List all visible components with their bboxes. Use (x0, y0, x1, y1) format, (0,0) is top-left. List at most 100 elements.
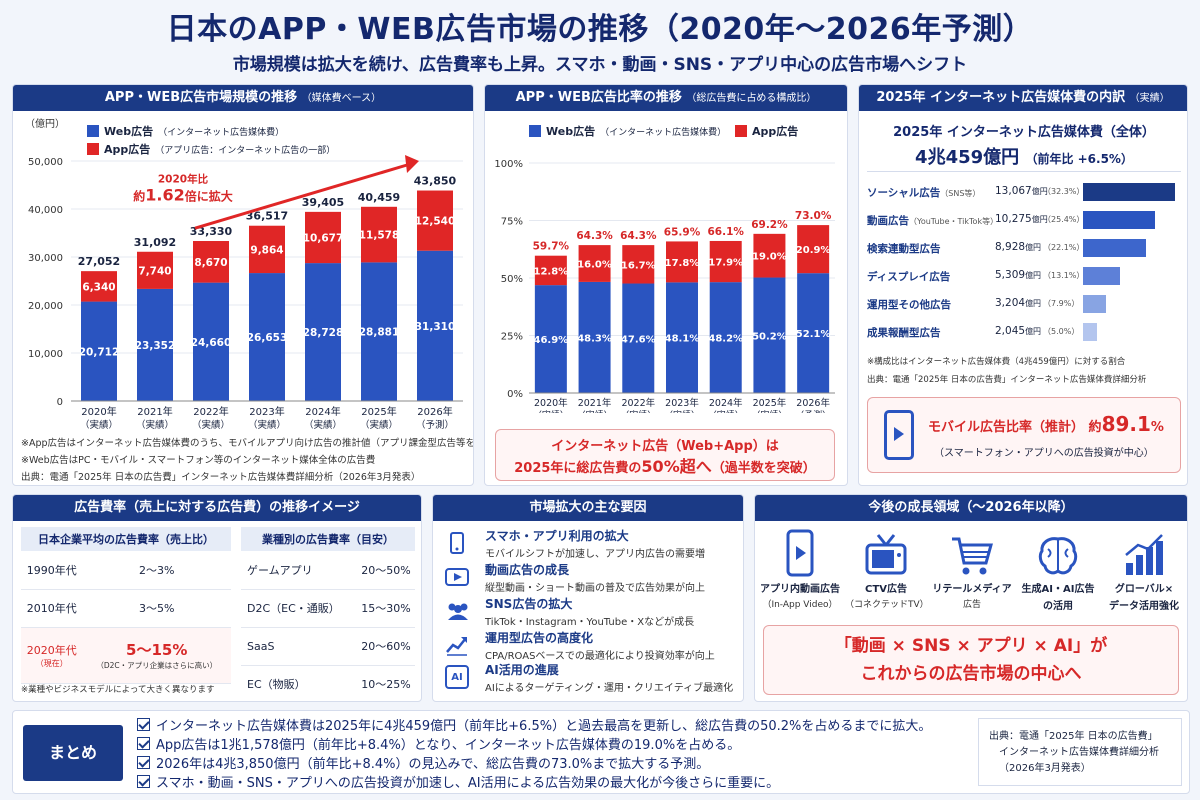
rate-cell: 15〜30% (356, 589, 415, 628)
web-bar (417, 250, 453, 401)
driver-desc: モバイルシフトが加速し、アプリ内広告の需要増 (485, 549, 705, 560)
media-share-bar (1083, 183, 1175, 201)
rate-cell: 20〜60% (356, 627, 415, 666)
web-value-label: 28,881 (359, 327, 400, 339)
app-value-label: 9,864 (250, 244, 283, 256)
driver-desc: CPA/ROASベースでの最適化により投資効率が向上 (485, 651, 715, 662)
x-tick-sublabel: （実績） (620, 409, 656, 413)
driver-title: SNS広告の拡大 (485, 597, 573, 611)
driver-programmatic: 運用型広告の高度化 CPA/ROASベースでの最適化により投資効率が向上 (445, 629, 735, 673)
x-tick-sublabel: （実績） (360, 419, 398, 431)
web-value-label: 20,712 (79, 346, 120, 358)
x-tick-label: 2024年 (305, 405, 340, 418)
web-share-label: 50.2% (752, 331, 787, 342)
web-bar (361, 262, 397, 401)
smartphone-icon (884, 410, 914, 460)
total-share-label: 65.9% (664, 226, 701, 238)
summary-item: App広告は1兆1,578億円（前年比+8.4%）となり、インターネット広告媒体… (137, 734, 740, 753)
app-share-bar (797, 225, 830, 274)
x-tick-sublabel: （実績） (136, 419, 174, 431)
web-share-bar (709, 282, 742, 393)
growth-note-line-1: 2020年比 (158, 173, 209, 186)
era-cell: 1990年代 (21, 551, 83, 590)
total-value-label: 36,517 (246, 210, 288, 223)
app-share-label: 17.8% (665, 258, 700, 269)
x-tick-sublabel: （実績） (708, 409, 744, 413)
web-bar (305, 263, 341, 401)
total-share-label: 64.3% (620, 230, 657, 242)
x-tick-label: 2022年 (193, 405, 228, 418)
media-breakdown-panel: 2025年 インターネット広告媒体費の内訳 （実績） 2025年 インターネット… (858, 84, 1188, 486)
x-tick-sublabel: （実績） (577, 409, 613, 413)
app-value-label: 11,578 (359, 230, 400, 242)
web-share-label: 48.2% (708, 334, 743, 345)
media-row: ソーシャル広告（SNS等） 13,067億円 （32.3%） (867, 181, 1183, 203)
total-share-label: 69.2% (751, 219, 788, 231)
total-label: 2025年 インターネット広告媒体費（全体） (893, 125, 1155, 140)
ad-ratio-panel: 広告費率（売上に対する広告費）の推移イメージ 日本企業平均の広告費率（売上比） … (12, 494, 422, 702)
media-share-bar (1083, 295, 1106, 313)
y-tick-label: 0% (507, 389, 523, 400)
growth-arrow-head (405, 155, 419, 173)
slogan-line-1: 「動画 × SNS × アプリ × AI」が (834, 636, 1108, 656)
slogan-line-2: これからの広告市場の中心へ (860, 664, 1082, 684)
trend-chart-icon (445, 633, 469, 657)
callout-line-2: 2025年に総広告費の50%超へ（過半数を突破） (514, 457, 816, 476)
drivers-header: 市場拡大の主な要因 (433, 495, 743, 521)
driver-smartphone: スマホ・アプリ利用の拡大 モバイルシフトが加速し、アプリ内広告の需要増 (445, 527, 735, 571)
app-share-label: 16.0% (577, 260, 612, 271)
y-tick-label: 10,000 (28, 349, 63, 360)
y-tick-label: 0 (57, 397, 63, 408)
app-share-label: 20.9% (796, 245, 831, 256)
avg-ratio-head: 日本企業平均の広告費率（売上比） (21, 527, 231, 551)
x-tick-label: 2023年 (249, 405, 284, 418)
app-bar (361, 206, 397, 263)
media-row: 検索連動型広告 8,928億円 （22.1%） (867, 237, 1183, 259)
ratio-header: APP・WEB広告比率の推移 （総広告費に占める構成比） (485, 85, 847, 111)
summary-item: 2026年は4兆3,850億円（前年比+8.4%）の見込みで、総広告費の73.0… (137, 753, 709, 772)
web-share-label: 52.1% (796, 329, 831, 340)
future-slogan: 「動画 × SNS × アプリ × AI」が これからの広告市場の中心へ (763, 625, 1179, 695)
y-tick-label: 40,000 (28, 205, 63, 216)
app-share-bar (534, 255, 567, 286)
avg-ratio-table: 日本企業平均の広告費率（売上比） 1990年代 2〜3% 2010年代 3〜5% 2… (21, 527, 231, 684)
current-era-cell: 2020年代 （現在） (21, 627, 83, 684)
app-bar (81, 271, 117, 302)
app-value-label: 8,670 (194, 257, 227, 269)
video-play-icon (445, 565, 469, 589)
media-name: ディスプレイ広告 (867, 271, 951, 283)
media-row: 動画広告（YouTube・TikTok等） 10,275億円 （25.4%） (867, 209, 1183, 231)
web-bar (249, 273, 285, 401)
ad-ratio-header: 広告費率（売上に対する広告費）の推移イメージ (13, 495, 421, 521)
tv-icon (845, 525, 927, 577)
web-share-label: 46.9% (534, 335, 569, 346)
app-share-label: 16.7% (621, 260, 656, 271)
web-share-bar (578, 281, 611, 393)
driver-title: AI活用の進展 (485, 663, 559, 677)
driver-title: スマホ・アプリ利用の拡大 (485, 529, 629, 543)
x-tick-sublabel: （実績） (80, 419, 118, 431)
growth-drivers-panel: 市場拡大の主な要因 スマホ・アプリ利用の拡大 モバイルシフトが加速し、アプリ内広… (432, 494, 744, 702)
app-bar (249, 225, 285, 274)
web-share-bar (797, 273, 830, 393)
industry-cell: ゲームアプリ (241, 551, 357, 590)
app-share-label: 17.9% (708, 258, 743, 269)
total-value-label: 39,405 (302, 196, 344, 209)
media-row: 成果報酬型広告 2,045億円 （5.0%） (867, 321, 1183, 343)
market-source: 出典：電通「2025年 日本の広告費」インターネット広告媒体費詳細分析（2026… (21, 472, 421, 483)
y-tick-label: 25% (501, 332, 523, 343)
app-share-bar (622, 245, 655, 284)
callout-line-1: インターネット広告（Web+App）は (551, 439, 779, 454)
x-tick-sublabel: （予測） (416, 419, 454, 431)
web-bar (81, 301, 117, 401)
era-cell: 2010年代 (21, 589, 83, 628)
x-tick-sublabel: （実績） (533, 409, 569, 413)
media-name: 成果報酬型広告 (867, 327, 941, 339)
y-tick-label: 30,000 (28, 253, 63, 264)
mobile-ratio-sub: （スマートフォン・アプリへの広告投資が中心） (934, 448, 1154, 459)
app-share-bar (753, 233, 786, 278)
app-share-bar (666, 241, 698, 283)
media-name: 運用型その他広告 (867, 299, 951, 311)
ratio-legend-app: App広告 (735, 123, 798, 139)
